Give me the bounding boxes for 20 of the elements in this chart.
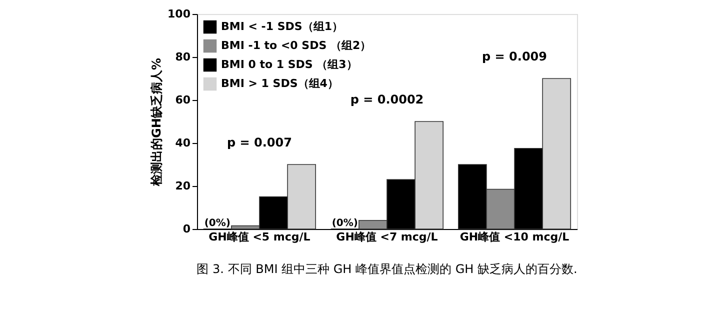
- y-tick-label: 0: [182, 222, 191, 236]
- legend-label: BMI 0 to 1 SDS （组3）: [221, 58, 358, 71]
- legend-label: BMI < -1 SDS（组1）: [221, 20, 343, 33]
- legend-label: BMI -1 to <0 SDS （组2）: [221, 39, 372, 52]
- caption: 图 3. 不同 BMI 组中三种 GH 峰值界值点检测的 GH 缺乏病人的百分数.: [196, 262, 578, 276]
- y-tick-label: 20: [175, 180, 191, 192]
- y-tick-label: 40: [175, 136, 191, 150]
- data-label: (0%): [332, 218, 358, 229]
- legend-label: BMI > 1 SDS（组4）: [221, 77, 338, 90]
- annotation: p = 0.0002: [350, 92, 424, 106]
- y-tick-label: 60: [175, 94, 191, 106]
- y-axis-title: 检测出的GH缺乏病人%: [150, 58, 164, 187]
- data-label: (0%): [204, 218, 230, 229]
- y-tick-label: 100: [168, 8, 191, 20]
- x-tick-label: GH峰值 <5 mcg/L: [208, 230, 310, 244]
- annotation: p = 0.009: [482, 50, 547, 64]
- x-tick-label: GH峰值 <7 mcg/L: [336, 230, 438, 244]
- y-tick-label: 80: [175, 50, 191, 64]
- x-tick-label: GH峰值 <10 mcg/L: [460, 230, 570, 244]
- annotation: p = 0.007: [227, 136, 292, 150]
